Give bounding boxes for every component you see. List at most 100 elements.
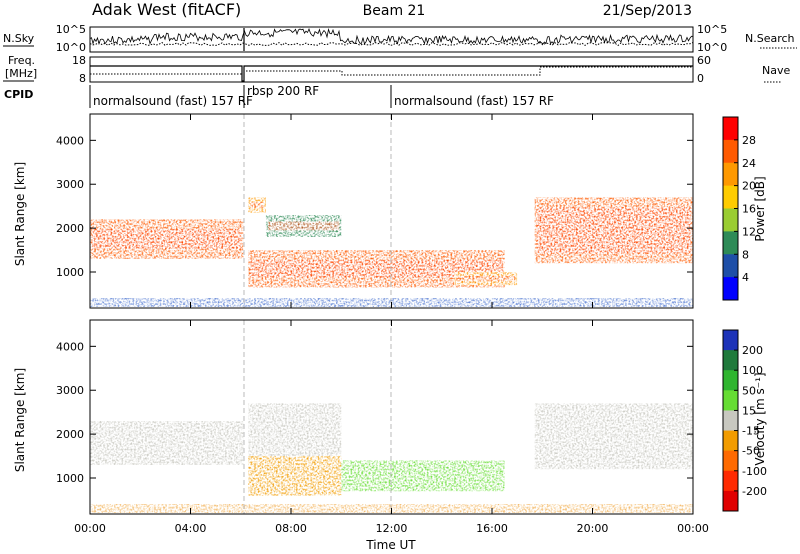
power-colorbar-swatch-2 — [723, 162, 738, 187]
velocity-colorbar-tick-label-5: -50 — [742, 445, 760, 458]
power-colorbar-tick-label-3: 16 — [742, 203, 756, 216]
noise-sky-line — [89, 28, 693, 46]
nave-trace — [90, 66, 693, 76]
velocity-colorbar-swatch-6 — [723, 450, 738, 472]
noise-search-trace — [89, 41, 694, 47]
velocity-colorbar-swatch-3 — [723, 390, 738, 411]
velocity-colorbar-swatch-0 — [723, 330, 738, 351]
cpid-segment-1: normalsound (fast) 157 RF — [93, 94, 253, 108]
velocity-colorbar-tick-label-4: -15 — [742, 425, 760, 438]
noise-panel-frame — [89, 26, 694, 53]
velocity-colorbar-tick-label-7: -200 — [742, 485, 767, 498]
nsearch-label: N.Search — [745, 32, 795, 45]
velocity-colorbar-tick-label-0: 200 — [742, 344, 763, 357]
date-title: 21/Sep/2013 — [603, 3, 692, 19]
cpid-label: CPID — [4, 88, 33, 101]
velocity-colorbar-tick-label-3: 15 — [742, 404, 756, 417]
power-region-core-4 — [250, 260, 503, 278]
power-y-tick-label-2000: 2000 — [56, 222, 84, 235]
power-colorbar-tick-label-1: 24 — [742, 157, 756, 170]
velocity-colorbar-swatch-2 — [723, 370, 738, 391]
velocity-region-3 — [248, 456, 342, 496]
power-colorbar-swatch-3 — [723, 185, 738, 209]
power-region-core-2 — [250, 202, 264, 209]
station-title: Adak West (fitACF) — [92, 0, 241, 19]
power-colorbar-label: Power [dB] — [753, 176, 767, 241]
velocity-axis-ticks: 1000 2000 3000 4000 — [56, 320, 694, 514]
noise-right-tick-bottom: 10^0 — [697, 41, 727, 54]
nsky-label: N.Sky — [3, 32, 35, 45]
cpid-segment-2: rbsp 200 RF — [247, 84, 319, 98]
nave-label: Nave — [762, 64, 790, 77]
velocity-colorbar-tick-label-1: 100 — [742, 364, 763, 377]
freq-label: Freq. — [8, 54, 35, 67]
power-region-core-1 — [92, 229, 242, 249]
velocity-y-tick-label-4000: 4000 — [56, 340, 84, 353]
cpid-segment-3: normalsound (fast) 157 RF — [394, 94, 554, 108]
power-region-core-3 — [267, 221, 340, 231]
noise-left-tick-top: 10^5 — [56, 23, 86, 36]
power-colorbar-swatch-5 — [723, 231, 738, 255]
power-region-core-5 — [456, 276, 516, 282]
time-tick-label-6: 00:00 — [677, 522, 709, 535]
velocity-y-tick-label-2000: 2000 — [56, 428, 84, 441]
velocity-scatter-data — [90, 403, 693, 513]
velocity-region-4 — [341, 460, 505, 492]
time-axis-tick-labels: 00:00 04:00 08:00 12:00 16:00 20:00 00:00 — [74, 522, 709, 535]
power-colorbar-swatch-0 — [723, 117, 738, 141]
noise-sky-trace — [89, 28, 693, 51]
velocity-region-5 — [534, 403, 693, 470]
freq-unit-label: [MHz] — [5, 67, 37, 80]
velocity-colorbar-swatch-4 — [723, 410, 738, 432]
noise-right-tick-top: 10^5 — [697, 23, 727, 36]
power-colorbar-swatch-1 — [723, 139, 738, 164]
velocity-y-axis-label: Slant Range [km] — [13, 368, 27, 472]
time-tick-label-1: 04:00 — [175, 522, 207, 535]
power-y-tick-label-4000: 4000 — [56, 134, 84, 147]
power-y-tick-label-1000: 1000 — [56, 266, 84, 279]
power-colorbar: 28 24 20 16 12 8 4 — [722, 116, 756, 301]
power-colorbar-swatch-7 — [723, 277, 738, 301]
velocity-colorbar-frame — [722, 329, 739, 512]
velocity-colorbar: 200 100 50 15 -15 -50 -100 -200 — [722, 329, 767, 512]
time-tick-label-2: 08:00 — [275, 522, 307, 535]
velocity-colorbar-label: Velocity [m s⁻¹] — [753, 372, 767, 465]
power-colorbar-tick-label-0: 28 — [742, 134, 756, 147]
velocity-panel: 1000 2000 3000 4000 Slant Range [km] — [13, 319, 694, 515]
velocity-region-2 — [248, 403, 342, 457]
power-y-axis-label: Slant Range [km] — [13, 162, 27, 266]
velocity-colorbar-swatch-5 — [723, 430, 738, 452]
power-colorbar-tick-label-6: 4 — [742, 271, 749, 284]
nave-right-tick-bottom: 0 — [697, 72, 704, 85]
freq-left-tick-top: 18 — [72, 54, 86, 67]
frequency-trace — [90, 65, 693, 82]
time-tick-label-5: 20:00 — [577, 522, 609, 535]
velocity-colorbar-tick-label-6: -100 — [742, 465, 767, 478]
velocity-region-1 — [90, 421, 244, 465]
beam-title: Beam 21 — [363, 3, 426, 19]
time-tick-label-3: 12:00 — [376, 522, 408, 535]
velocity-colorbar-swatch-7 — [723, 470, 738, 492]
time-axis-label: Time UT — [365, 538, 416, 552]
nave-right-tick-top: 60 — [697, 54, 711, 67]
time-tick-label-4: 16:00 — [476, 522, 508, 535]
power-colorbar-tick-label-5: 8 — [742, 248, 749, 261]
time-tick-label-0: 00:00 — [74, 522, 106, 535]
velocity-colorbar-swatch-8 — [723, 490, 738, 512]
power-colorbar-tick-label-2: 20 — [742, 180, 756, 193]
velocity-y-tick-label-1000: 1000 — [56, 472, 84, 485]
power-colorbar-swatch-6 — [723, 254, 738, 278]
velocity-y-tick-label-3000: 3000 — [56, 384, 84, 397]
power-colorbar-tick-label-4: 12 — [742, 225, 756, 238]
freq-left-tick-bottom: 8 — [79, 72, 86, 85]
freq-panel-frame — [89, 56, 694, 83]
velocity-colorbar-swatch-1 — [723, 350, 738, 371]
velocity-colorbar-tick-label-2: 50 — [742, 384, 756, 397]
noise-left-tick-bottom: 10^0 — [56, 41, 86, 54]
power-colorbar-swatch-4 — [723, 208, 738, 232]
power-axis-ticks: 1000 2000 3000 4000 — [56, 114, 694, 308]
power-region-core-6 — [536, 207, 691, 254]
power-scatter-data — [90, 197, 693, 307]
power-y-tick-label-3000: 3000 — [56, 178, 84, 191]
